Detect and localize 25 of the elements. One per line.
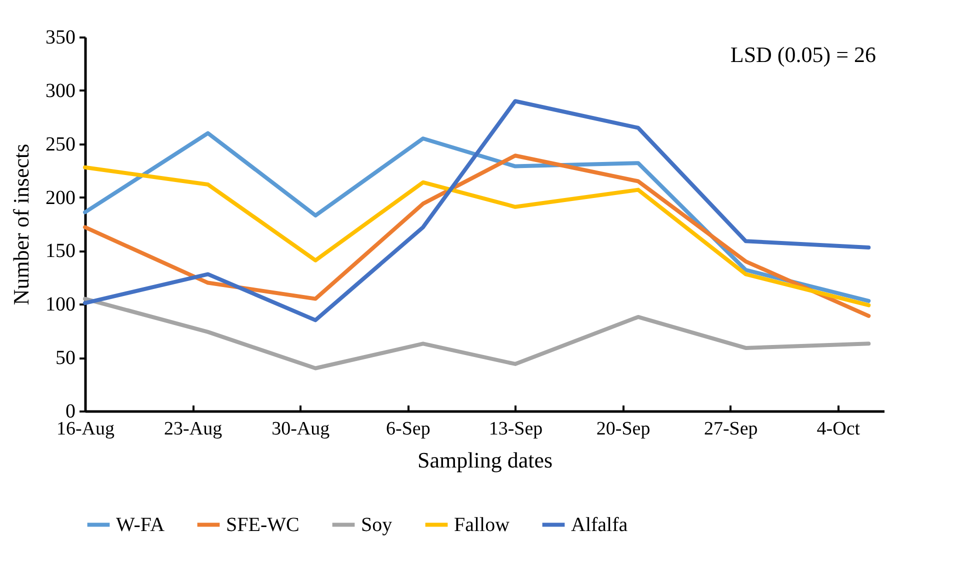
y-tick-label: 250 [46, 133, 76, 156]
x-tick-label: 27-Sep [704, 418, 758, 440]
y-tick-label: 150 [46, 240, 76, 262]
legend-label: W-FA [116, 514, 166, 536]
y-tick-label: 300 [46, 80, 76, 102]
x-tick-label: 30-Aug [272, 418, 330, 440]
y-axis-title: Number of insects [8, 144, 34, 306]
line-series [83, 296, 871, 370]
y-tick-label: 100 [46, 294, 76, 316]
legend-label: Fallow [454, 514, 510, 536]
line-series [83, 99, 871, 322]
y-tick-label: 350 [46, 26, 76, 48]
line-series [83, 131, 871, 303]
y-tick-label: 200 [46, 186, 76, 209]
legend-label: Alfalfa [571, 514, 628, 536]
legend-label: Soy [361, 514, 392, 536]
x-tick-label: 13-Sep [488, 418, 543, 440]
y-tick-label: 50 [56, 347, 76, 370]
x-tick-label: 20-Sep [596, 418, 650, 440]
annotation: LSD (0.05) = 26 [730, 42, 876, 67]
x-axis-title: Sampling dates [417, 448, 553, 472]
x-tick-label: 4-Oct [816, 418, 861, 440]
x-tick-label: 6-Sep [386, 418, 430, 440]
x-tick-label: 23-Aug [164, 418, 223, 440]
legend-label: SFE-WC [226, 514, 300, 536]
